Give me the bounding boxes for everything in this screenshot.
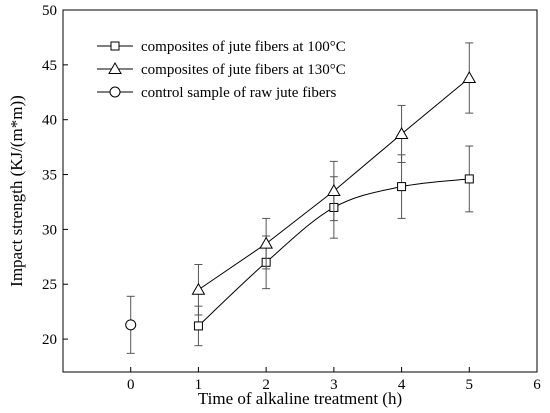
- x-tick-label: 2: [262, 377, 270, 393]
- legend-label: composites of jute fibers at 130°C: [141, 62, 346, 78]
- legend-label: composites of jute fibers at 100°C: [141, 39, 346, 55]
- y-tick-label: 20: [42, 332, 57, 348]
- x-tick-label: 1: [195, 377, 203, 393]
- legend-marker-triangle: [108, 61, 122, 74]
- series-circle: [125, 295, 137, 354]
- legend: composites of jute fibers at 100°C compos…: [97, 39, 346, 101]
- x-tick-label: 4: [398, 377, 406, 393]
- y-axis-title: Impact strength (KJ/(m*m)): [7, 95, 26, 287]
- y-tick-label: 25: [42, 277, 57, 293]
- data-point-square: [193, 321, 203, 331]
- x-tick-label: 6: [533, 377, 541, 393]
- series-layer: [125, 42, 477, 354]
- y-tick-label: 40: [42, 113, 57, 129]
- data-point-circle: [125, 319, 137, 331]
- data-point-triangle: [259, 236, 274, 249]
- legend-label: control sample of raw jute fibers: [141, 85, 337, 101]
- data-point-triangle: [462, 71, 477, 84]
- y-tick-label: 30: [42, 222, 57, 238]
- legend-item-circle: control sample of raw jute fibers: [97, 85, 337, 101]
- data-point-triangle: [191, 282, 206, 295]
- x-axis-title: Time of alkaline treatment (h): [198, 389, 402, 408]
- data-point-square: [397, 182, 407, 192]
- data-point-square: [464, 174, 474, 184]
- x-tick-label: 0: [127, 377, 135, 393]
- legend-marker-square: [110, 41, 120, 51]
- y-tick-label: 35: [42, 168, 57, 184]
- x-tick-label: 5: [466, 377, 474, 393]
- legend-item-square: composites of jute fibers at 100°C: [97, 39, 346, 55]
- data-point-triangle: [394, 126, 409, 139]
- legend-item-triangle: composites of jute fibers at 130°C: [97, 61, 346, 78]
- data-point-triangle: [326, 183, 341, 196]
- legend-marker-circle: [109, 86, 121, 98]
- y-tick-label: 45: [42, 58, 57, 74]
- y-tick-label: 50: [42, 3, 57, 19]
- series-triangle: [191, 42, 477, 316]
- x-tick-label: 3: [330, 377, 338, 393]
- plot-frame: [62, 9, 538, 373]
